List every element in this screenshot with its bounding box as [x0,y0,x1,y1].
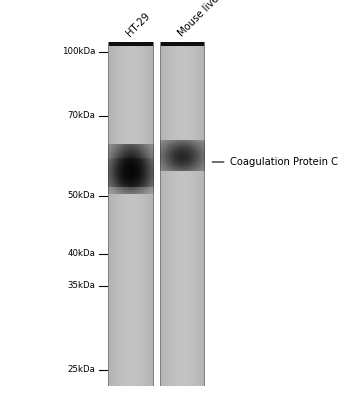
Text: 35kDa: 35kDa [67,282,95,290]
Text: Mouse liver: Mouse liver [176,0,224,38]
Text: 70kDa: 70kDa [67,112,95,120]
Text: 50kDa: 50kDa [67,192,95,200]
Text: 100kDa: 100kDa [62,48,95,56]
Text: Coagulation Protein C: Coagulation Protein C [230,157,338,167]
Text: HT-29: HT-29 [125,10,152,38]
Text: 25kDa: 25kDa [67,366,95,374]
Text: 40kDa: 40kDa [67,250,95,258]
